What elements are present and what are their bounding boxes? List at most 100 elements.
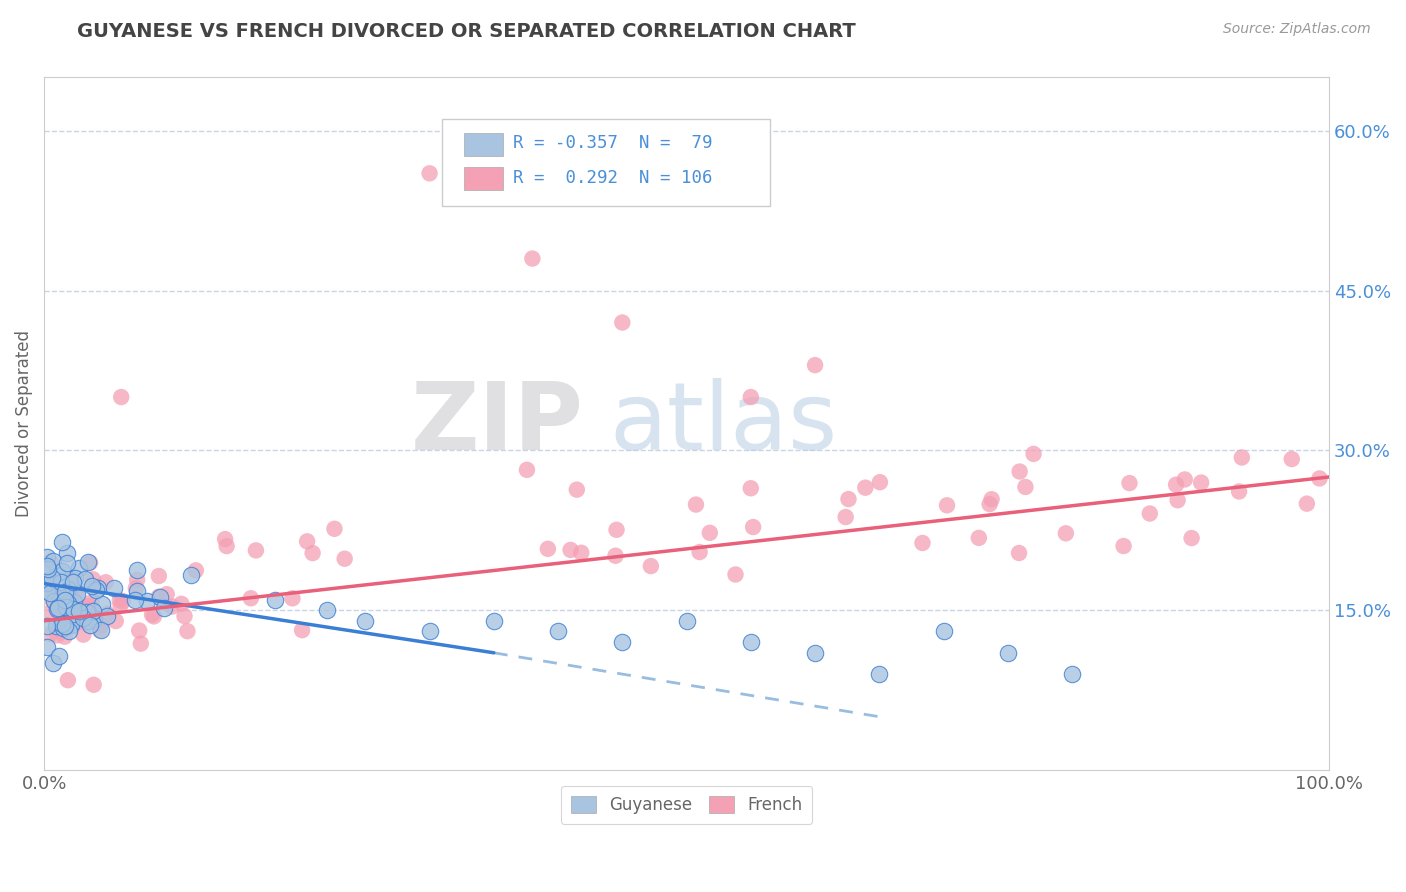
Point: [46, 566, 69, 581]
Point: [1308, 471, 1330, 485]
Point: [67, 604, 90, 618]
Point: [640, 559, 662, 574]
Point: [1167, 493, 1189, 508]
Point: [724, 567, 747, 582]
Point: [39, 572, 62, 586]
Point: [214, 532, 236, 546]
Point: [685, 498, 707, 512]
Point: [66, 608, 89, 623]
Point: [522, 252, 544, 266]
Point: [124, 593, 146, 607]
Point: [53, 593, 76, 607]
Point: [1295, 497, 1317, 511]
FancyBboxPatch shape: [464, 133, 503, 156]
Point: [936, 498, 959, 512]
Point: [110, 390, 132, 404]
Point: [77, 614, 100, 628]
Point: [153, 600, 176, 615]
Point: [1022, 447, 1045, 461]
Point: [63, 571, 86, 585]
Point: [612, 635, 634, 649]
Point: [48, 607, 70, 622]
Point: [142, 609, 165, 624]
Point: [148, 590, 170, 604]
Point: [295, 534, 318, 549]
Point: [39, 605, 62, 619]
Point: [699, 525, 721, 540]
Point: [58, 624, 80, 638]
Point: [129, 637, 152, 651]
Point: [77, 599, 100, 613]
Point: [62, 602, 84, 616]
Point: [83, 612, 105, 626]
Point: [869, 475, 891, 490]
Point: [46, 628, 69, 642]
Point: [49, 575, 72, 590]
Point: [35, 619, 58, 633]
Point: [742, 520, 765, 534]
Point: [281, 591, 304, 606]
Point: [1174, 473, 1197, 487]
Point: [264, 592, 287, 607]
Point: [79, 617, 101, 632]
Point: [291, 623, 314, 637]
Point: [1008, 546, 1031, 560]
Point: [59, 617, 82, 632]
Point: [63, 595, 86, 609]
Point: [482, 614, 505, 628]
Point: [605, 549, 627, 563]
Point: [184, 563, 207, 577]
Point: [148, 569, 170, 583]
Point: [110, 598, 132, 612]
Point: [55, 597, 77, 611]
Text: R = -0.357  N =  79: R = -0.357 N = 79: [513, 134, 713, 153]
Point: [1112, 539, 1135, 553]
Point: [96, 607, 118, 621]
Point: [354, 614, 377, 628]
Point: [76, 605, 98, 619]
Point: [59, 600, 82, 615]
Point: [156, 587, 179, 601]
Point: [180, 567, 202, 582]
Point: [53, 585, 76, 599]
Point: [108, 593, 131, 607]
Point: [612, 316, 634, 330]
Point: [55, 600, 77, 615]
Point: [111, 594, 134, 608]
Point: [980, 492, 1002, 507]
Point: [79, 556, 101, 570]
Point: [58, 582, 80, 596]
Point: [740, 635, 762, 649]
Point: [103, 582, 125, 596]
Text: GUYANESE VS FRENCH DIVORCED OR SEPARATED CORRELATION CHART: GUYANESE VS FRENCH DIVORCED OR SEPARATED…: [77, 22, 856, 41]
Point: [84, 582, 107, 597]
Point: [125, 584, 148, 599]
Point: [176, 624, 198, 639]
Point: [35, 583, 58, 598]
Point: [173, 609, 195, 624]
Point: [53, 630, 76, 644]
Point: [967, 531, 990, 545]
Point: [239, 591, 262, 606]
Point: [67, 601, 90, 615]
Point: [419, 624, 441, 639]
Point: [69, 561, 91, 575]
Point: [160, 599, 183, 614]
Point: [56, 673, 79, 688]
Point: [104, 614, 127, 628]
Point: [170, 597, 193, 611]
Text: ZIP: ZIP: [411, 377, 583, 470]
Point: [39, 591, 62, 606]
Point: [56, 596, 79, 610]
Point: [45, 602, 67, 616]
Point: [547, 624, 569, 639]
Point: [66, 586, 89, 600]
Point: [48, 601, 70, 615]
Text: atlas: atlas: [609, 377, 838, 470]
Point: [1189, 475, 1212, 490]
Point: [1139, 507, 1161, 521]
Point: [323, 522, 346, 536]
Point: [932, 624, 955, 639]
FancyBboxPatch shape: [443, 119, 770, 205]
Point: [834, 510, 856, 524]
